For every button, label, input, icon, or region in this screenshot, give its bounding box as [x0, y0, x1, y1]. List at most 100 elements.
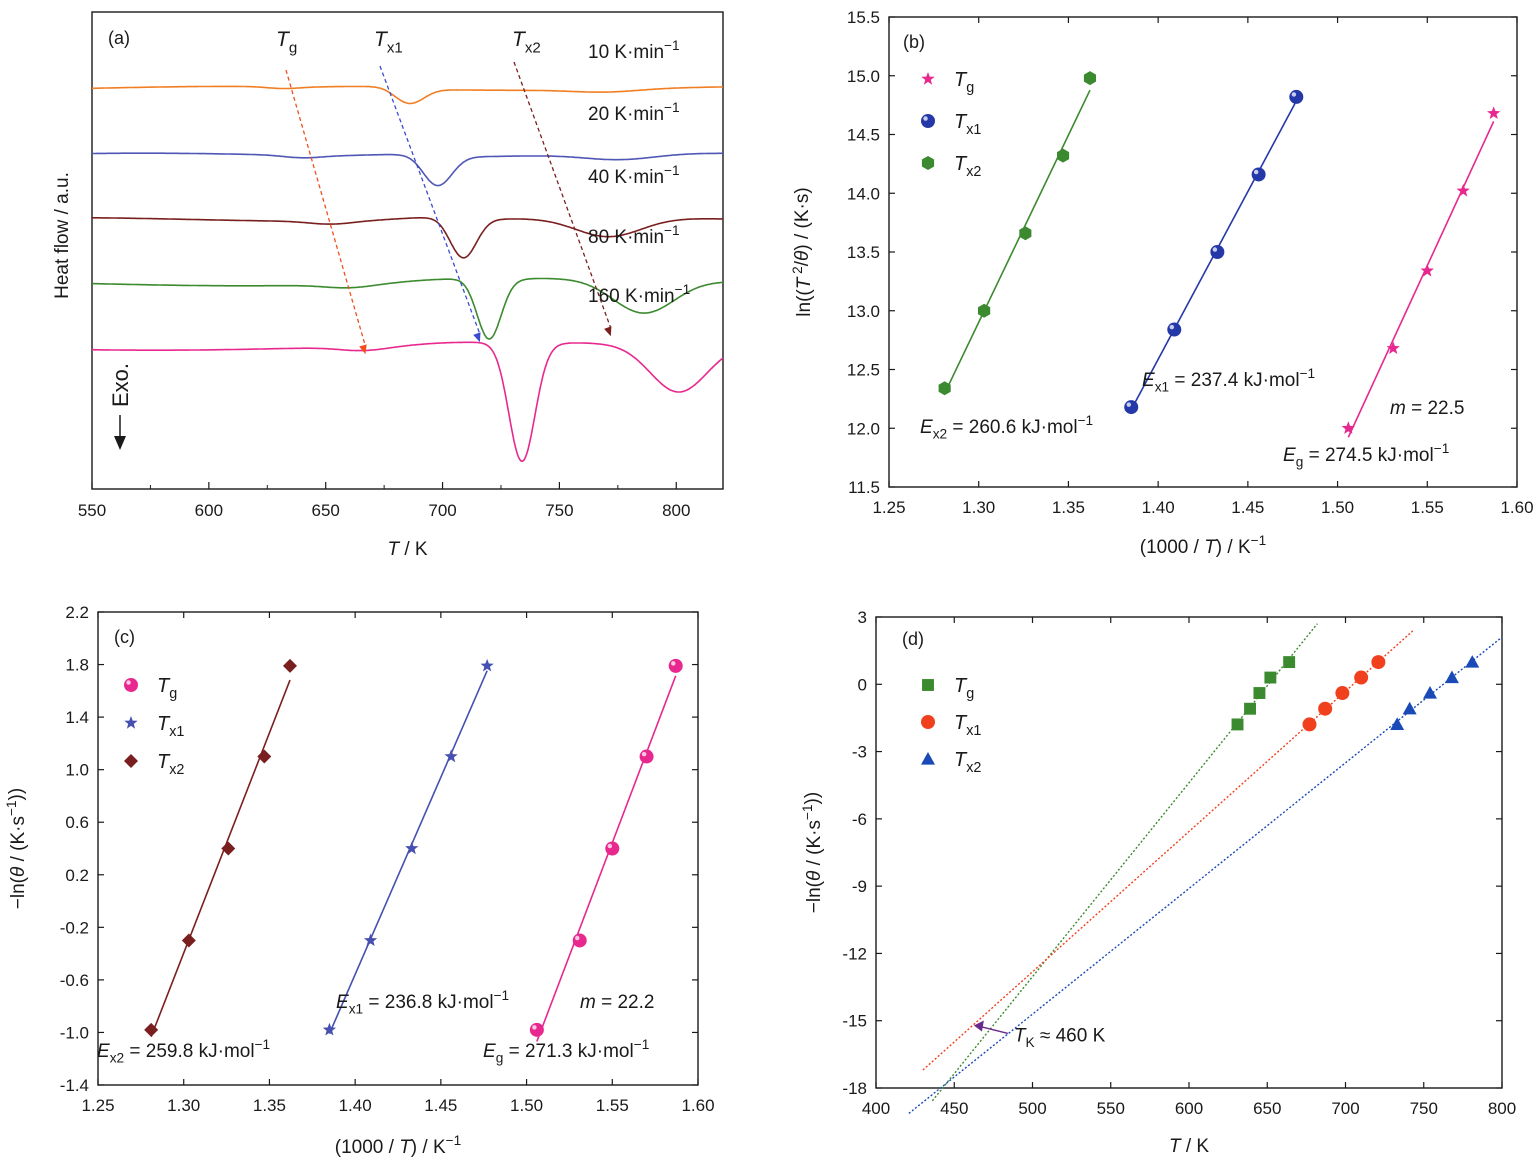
y-axis-label: −ln(θ / (K·s−1))	[800, 792, 825, 913]
point-g	[639, 749, 654, 764]
point-x2	[938, 381, 951, 396]
x-tick-label: 750	[545, 501, 573, 520]
point-x1	[1289, 89, 1304, 104]
annotation-x2: Ex2 = 260.6 kJ·mol−1	[920, 413, 1093, 442]
point-g	[1231, 718, 1244, 731]
rate-label-40: 40 K·min−1	[588, 163, 680, 188]
rate-label-10: 10 K·min−1	[588, 38, 680, 63]
plot-frame	[91, 11, 724, 490]
guide-label-x2: Tx2	[512, 28, 541, 56]
point-g	[668, 658, 683, 673]
point-g-highlight	[671, 661, 676, 666]
point-g	[1386, 341, 1400, 354]
x-tick-label: 700	[428, 501, 456, 520]
guide-line-x2	[513, 61, 612, 329]
x-tick-label: 1.45	[1231, 498, 1264, 517]
y-tick-label: 0.2	[65, 866, 89, 885]
x-tick-label: 750	[1410, 1099, 1438, 1118]
y-tick-label: 0	[858, 675, 867, 694]
point-x1	[1354, 670, 1369, 685]
panel-label: (a)	[108, 28, 130, 48]
y-tick-label: 15.5	[847, 8, 880, 27]
y-tick-label: 12.0	[847, 419, 880, 438]
point-x2	[978, 303, 991, 318]
legend-label-x2: Tx2	[157, 751, 184, 778]
point-g-highlight	[532, 1025, 537, 1030]
point-g	[1456, 183, 1470, 197]
fit-line-g	[536, 675, 677, 1042]
x-tick-label: 400	[862, 1099, 890, 1118]
legend-marker-x2	[921, 752, 935, 765]
tk-arrow-head	[973, 1020, 984, 1032]
point-x1	[1371, 655, 1386, 670]
x-tick-label: 500	[1018, 1099, 1046, 1118]
panel-c: 1.25 1.30 1.35 1.40 1.45 1.50 1.55 1.60 -1.4 -1.0…	[4, 603, 715, 1158]
point-g	[572, 933, 587, 948]
legend-marker-g	[921, 72, 935, 85]
point-g	[1244, 702, 1256, 715]
panel-d: 400 450 500 550 600 650 700 750 800 -18 -15 -12 -9 -6…	[800, 608, 1516, 1157]
y-tick-label: 1.4	[65, 708, 89, 727]
x-tick-label: 700	[1331, 1099, 1359, 1118]
legend-label-g: Tg	[954, 675, 974, 702]
point-g	[605, 841, 620, 856]
dsc-curve-160	[92, 341, 724, 463]
x-tick-label: 800	[662, 501, 690, 520]
x-tick-label: 1.40	[339, 1096, 372, 1115]
y-tick-label: 14.5	[847, 126, 880, 145]
point-x1	[444, 749, 458, 763]
legend-marker-x1	[124, 716, 138, 729]
x-tick-label: 1.30	[962, 498, 995, 517]
y-tick-label: -0.6	[60, 971, 89, 990]
panel-b: 1.25 1.30 1.35 1.40 1.45 1.50 1.55 1.60 11.5 12.0…	[790, 8, 1534, 558]
point-x2	[1057, 148, 1070, 163]
point-x2	[1390, 717, 1405, 731]
dsc-curve-20	[92, 152, 723, 187]
legend-label-x1: Tx1	[157, 713, 184, 740]
y-tick-label: -12	[842, 944, 867, 963]
x-tick-label: 1.25	[81, 1096, 114, 1115]
x-tick-label: 1.60	[681, 1096, 714, 1115]
point-x1	[1318, 701, 1333, 716]
x-tick-label: 650	[312, 501, 340, 520]
point-g	[1487, 106, 1501, 119]
legend-label-g: Tg	[157, 675, 177, 702]
x-tick-label: 550	[1097, 1099, 1125, 1118]
point-x2	[1423, 686, 1438, 699]
y-tick-label: -0.2	[60, 918, 89, 937]
guide-line-g	[285, 69, 367, 347]
point-x1	[1167, 322, 1182, 337]
point-x1	[480, 658, 494, 672]
x-tick-label: 600	[195, 501, 223, 520]
exo-label: Exo.	[108, 363, 133, 407]
guide-line-x1	[379, 65, 481, 335]
point-x2	[181, 933, 196, 948]
rate-label-20: 20 K·min−1	[588, 100, 680, 125]
exo-arrow-head	[114, 436, 126, 450]
guide-label-x1: Tx1	[374, 28, 403, 56]
y-tick-label: 0.6	[65, 813, 89, 832]
point-x2	[1444, 670, 1459, 684]
y-tick-label: 13.0	[847, 302, 880, 321]
x-tick-label: 600	[1175, 1099, 1203, 1118]
legend-label-x1: Tx1	[954, 111, 981, 138]
point-x2	[1465, 655, 1480, 668]
y-tick-label: 13.5	[847, 243, 880, 262]
point-x1-highlight	[1253, 169, 1259, 175]
x-tick-label: 1.35	[253, 1096, 286, 1115]
x-tick-label: 1.55	[596, 1096, 629, 1115]
x-tick-label: 1.50	[1321, 498, 1354, 517]
point-g	[1341, 421, 1355, 434]
x-axis-label: T / K	[387, 539, 427, 560]
dsc-curve-80	[92, 277, 724, 340]
x-axis-label: (1000 / T) / K−1	[1140, 533, 1266, 558]
x-tick-label: 800	[1488, 1099, 1516, 1118]
point-x1	[405, 841, 419, 855]
y-tick-label: 2.2	[65, 603, 89, 622]
point-x1	[322, 1022, 337, 1036]
guide-label-g: Tg	[276, 28, 297, 56]
panel-a: 550 600 650 700 750 800 T / K Heat flow / a.u. (…	[52, 11, 724, 560]
guide-arrow-x2	[604, 326, 612, 337]
y-tick-label: -18	[842, 1079, 867, 1098]
